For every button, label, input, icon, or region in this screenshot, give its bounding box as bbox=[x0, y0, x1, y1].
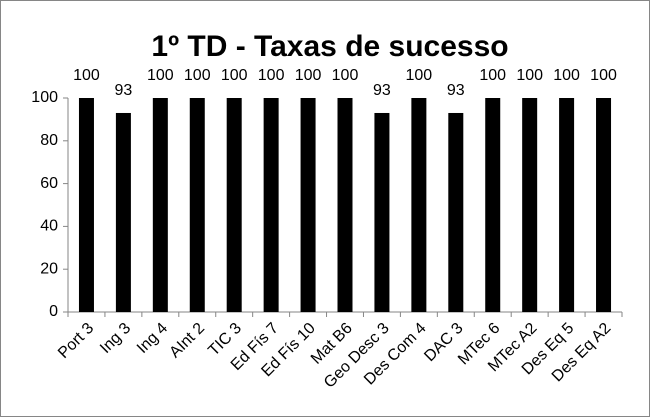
bar bbox=[226, 98, 242, 312]
data-label: 100 bbox=[406, 67, 433, 84]
bar bbox=[152, 98, 168, 312]
data-label: 100 bbox=[553, 67, 580, 84]
data-label: 100 bbox=[147, 67, 174, 84]
bar bbox=[596, 98, 612, 312]
bar bbox=[485, 98, 501, 312]
data-label: 93 bbox=[373, 82, 391, 99]
y-tick-label: 0 bbox=[49, 303, 58, 320]
bar bbox=[374, 112, 390, 312]
bar bbox=[263, 98, 279, 312]
y-tick-label: 80 bbox=[40, 132, 58, 149]
bar bbox=[115, 112, 131, 312]
data-label: 100 bbox=[479, 67, 506, 84]
bar bbox=[522, 98, 538, 312]
data-label: 100 bbox=[184, 67, 211, 84]
bar bbox=[189, 98, 205, 312]
chart-title: 1º TD - Taxas de sucesso bbox=[151, 30, 508, 63]
data-label: 93 bbox=[115, 82, 133, 99]
y-tick-label: 60 bbox=[40, 175, 58, 192]
data-label: 100 bbox=[258, 67, 285, 84]
data-label: 100 bbox=[590, 67, 617, 84]
bar bbox=[300, 98, 316, 312]
bar bbox=[337, 98, 353, 312]
data-label: 93 bbox=[447, 82, 465, 99]
data-label: 100 bbox=[516, 67, 543, 84]
y-tick-label: 20 bbox=[40, 260, 58, 277]
y-tick-label: 100 bbox=[31, 89, 58, 106]
bar bbox=[448, 112, 464, 312]
bar bbox=[411, 98, 427, 312]
data-label: 100 bbox=[73, 67, 100, 84]
data-label: 100 bbox=[332, 67, 359, 84]
y-tick-label: 40 bbox=[40, 218, 58, 235]
bar bbox=[78, 98, 94, 312]
bar bbox=[559, 98, 575, 312]
data-label: 100 bbox=[221, 67, 248, 84]
data-label: 100 bbox=[295, 67, 322, 84]
